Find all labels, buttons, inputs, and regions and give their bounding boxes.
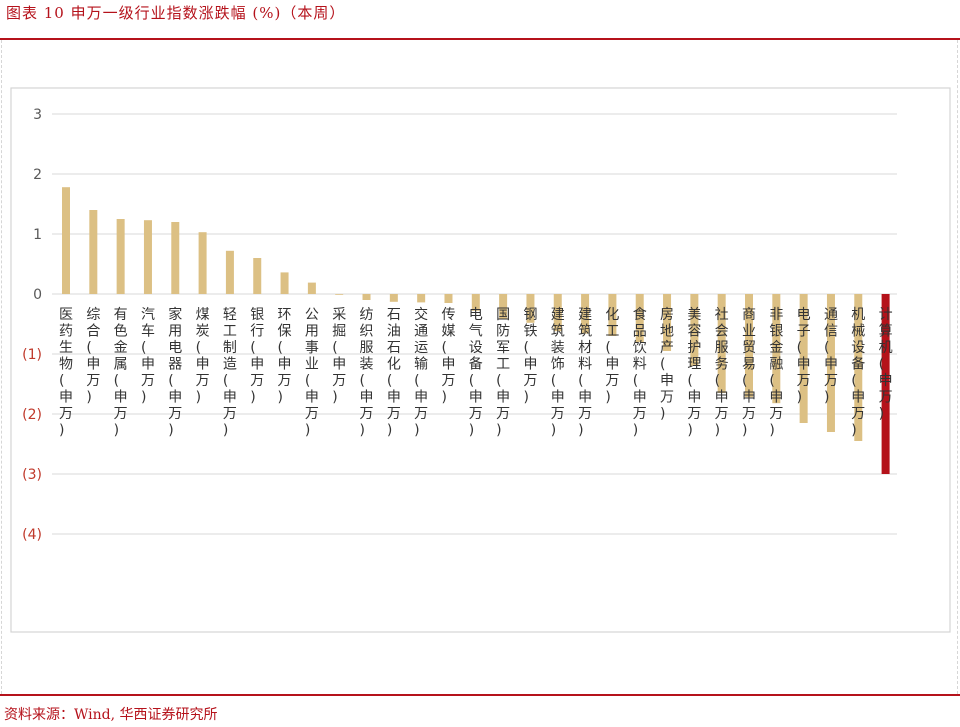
category-label: 社会服务(申万) [715,307,729,439]
bar [881,294,890,474]
category-label: 采掘(申万) [332,307,346,406]
category-label: 电气设备(申万) [469,307,483,439]
bar [799,294,808,423]
source-note: 资料来源：Wind, 华西证券研究所 [4,707,218,723]
category-label: 煤炭(申万) [196,307,210,406]
bar [417,294,426,303]
bar [335,294,344,295]
bar [362,294,371,300]
category-label: 传媒(申万) [441,307,455,406]
category-label: 有色金属(申万) [114,307,128,439]
y-tick-label: 2 [33,167,42,183]
category-label: 医药生物(申万) [59,307,73,439]
bar [826,294,835,432]
category-label: 家用电器(申万) [168,306,182,439]
bar [526,294,535,323]
y-tick-label: (1) [22,347,42,363]
bar [143,220,152,294]
y-tick-label: (2) [22,407,42,423]
bar [307,282,316,294]
category-label: 机械设备(申万) [851,307,865,439]
category-label: 轻工制造(申万) [223,307,237,439]
left-dashed-border [1,40,2,694]
bar [772,294,781,404]
bar [389,294,398,302]
bar [608,294,617,336]
category-label: 公用事业(申万) [305,307,319,439]
category-label: 纺织服装(申万) [360,307,374,439]
bar [745,294,753,398]
bar [553,294,562,332]
category-label: 国防军工(申万) [496,307,510,439]
bar [581,294,590,334]
bar [253,258,262,294]
y-tick-label: 3 [33,107,42,123]
category-label: 汽车(申万) [141,307,155,406]
category-label: 化工(申万) [605,307,619,406]
category-label: 环保(申万) [278,307,292,406]
bar [635,294,644,342]
bar [225,250,234,294]
category-label: 非银金融(申万) [769,307,783,439]
bar [499,294,508,320]
bottom-rule [0,694,960,696]
category-label: 计算机(申万) [879,307,893,422]
category-label: 银行(申万) [250,307,264,406]
page-title: 图表 10 申万一级行业指数涨跌幅 (%)（本周） [6,4,346,22]
y-tick-label: (3) [22,467,42,483]
y-tick-label: 0 [33,287,42,303]
category-label: 通信(申万) [824,307,838,406]
category-label: 食品饮料(申万) [633,306,647,439]
category-label: 电子(申万) [797,307,811,406]
category-label: 石油石化(申万) [387,307,401,439]
bar [471,294,480,311]
bar [62,187,70,294]
y-tick-label: 1 [33,227,42,243]
bar [116,219,125,294]
bar [89,210,98,294]
right-dashed-border [957,40,958,694]
top-rule [0,38,960,40]
y-tick-label: (4) [22,527,42,543]
bar [717,294,726,393]
bar [444,294,453,303]
bar [663,294,672,351]
category-label: 综合(申万) [86,307,100,406]
category-label: 美容护理(申万) [687,307,701,439]
category-label: 交通运输(申万) [414,306,428,439]
bar [171,222,180,294]
category-label: 商业贸易(申万) [742,307,756,439]
plot-frame [10,87,951,633]
category-label: 建筑材料(申万) [578,307,592,439]
bar [198,232,207,294]
category-label: 房地产(申万) [660,307,674,422]
category-label: 建筑装饰(申万) [551,307,565,439]
bar [854,294,863,441]
bar [280,272,289,294]
bar [690,294,699,366]
category-label: 钢铁(申万) [523,307,537,406]
